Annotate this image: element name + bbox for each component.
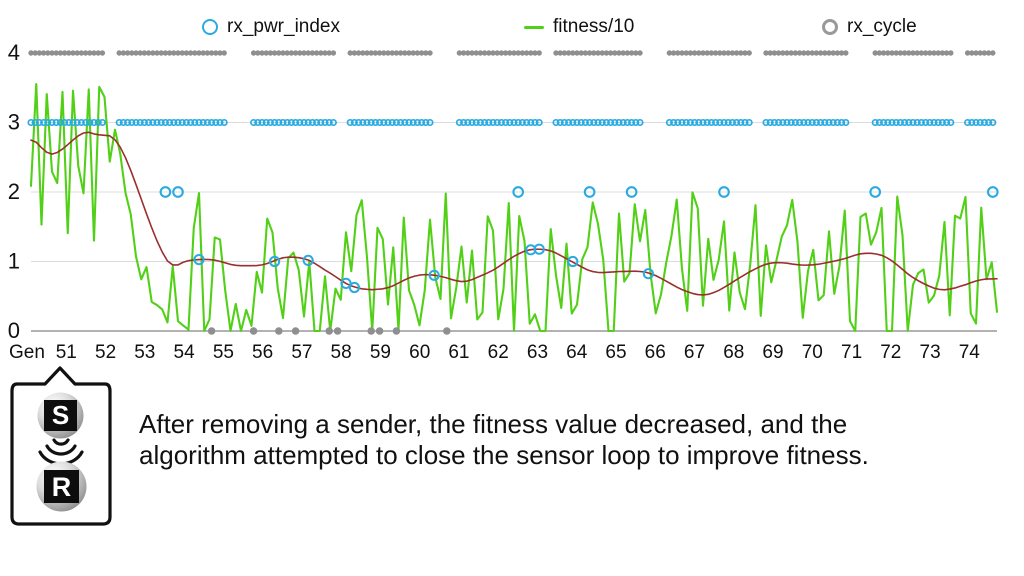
svg-text:S: S [52,400,69,430]
svg-text:R: R [52,472,72,502]
